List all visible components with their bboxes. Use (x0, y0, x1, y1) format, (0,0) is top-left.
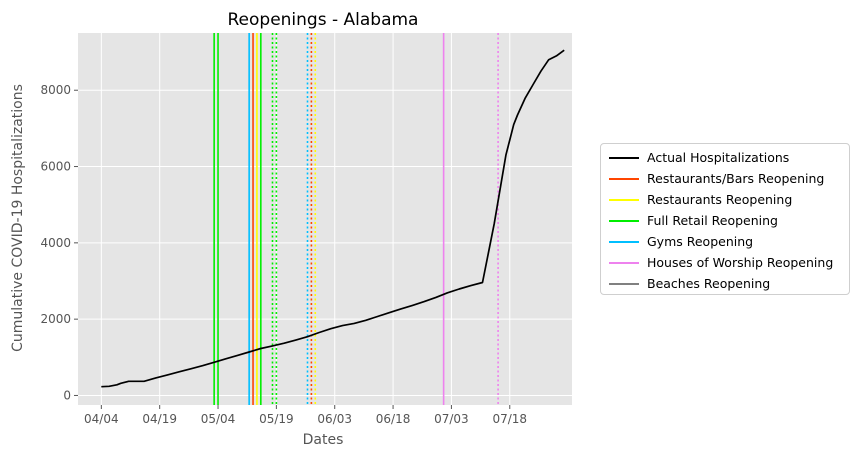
legend-item: Houses of Worship Reopening (601, 252, 849, 273)
legend-item: Beaches Reopening (601, 273, 849, 294)
plot-area (78, 33, 572, 405)
legend-item: Restaurants/Bars Reopening (601, 168, 849, 189)
legend-label: Beaches Reopening (647, 276, 771, 291)
x-tick-label: 04/19 (142, 412, 177, 426)
legend-label: Actual Hospitalizations (647, 150, 790, 165)
legend-label: Restaurants/Bars Reopening (647, 171, 825, 186)
y-ticks: 0 2000 4000 6000 8000 (40, 83, 78, 402)
x-tick-label: 06/18 (376, 412, 411, 426)
legend-swatch (609, 282, 639, 285)
reopening-lines (213, 33, 499, 405)
x-tick-label: 07/18 (492, 412, 527, 426)
y-tick-label: 4000 (40, 236, 71, 250)
legend: Actual Hospitalizations Restaurants/Bars … (600, 143, 850, 295)
x-axis-label: Dates (303, 432, 344, 448)
x-ticks: 04/04 04/19 05/04 05/19 06/03 06/18 07/03 07/18 (84, 405, 527, 426)
legend-swatch (609, 156, 639, 159)
y-tick-label: 6000 (40, 160, 71, 174)
legend-swatch (609, 240, 639, 243)
legend-item: Actual Hospitalizations (601, 147, 849, 168)
x-tick-label: 05/19 (259, 412, 294, 426)
grid-lines (78, 33, 572, 405)
series-line-actual-hospitalizations (101, 49, 565, 388)
legend-swatch (609, 198, 639, 201)
legend-swatch (609, 261, 639, 264)
series-layer (101, 49, 565, 388)
y-tick-label: 0 (63, 388, 71, 402)
x-tick-label: 05/04 (201, 412, 236, 426)
y-tick-label: 2000 (40, 312, 71, 326)
x-tick-label: 04/04 (84, 412, 119, 426)
legend-item: Gyms Reopening (601, 231, 849, 252)
x-tick-label: 06/03 (317, 412, 352, 426)
legend-label: Gyms Reopening (647, 234, 754, 249)
chart-title: Reopenings - Alabama (228, 10, 419, 30)
y-tick-label: 8000 (40, 83, 71, 97)
legend-swatch (609, 177, 639, 180)
legend-label: Houses of Worship Reopening (647, 255, 834, 270)
legend-item: Restaurants Reopening (601, 189, 849, 210)
legend-label: Full Retail Reopening (647, 213, 778, 228)
x-tick-label: 07/03 (434, 412, 469, 426)
y-axis-label: Cumulative COVID-19 Hospitalizations (10, 84, 26, 352)
legend-item: Full Retail Reopening (601, 210, 849, 231)
legend-swatch (609, 219, 639, 222)
legend-label: Restaurants Reopening (647, 192, 793, 207)
